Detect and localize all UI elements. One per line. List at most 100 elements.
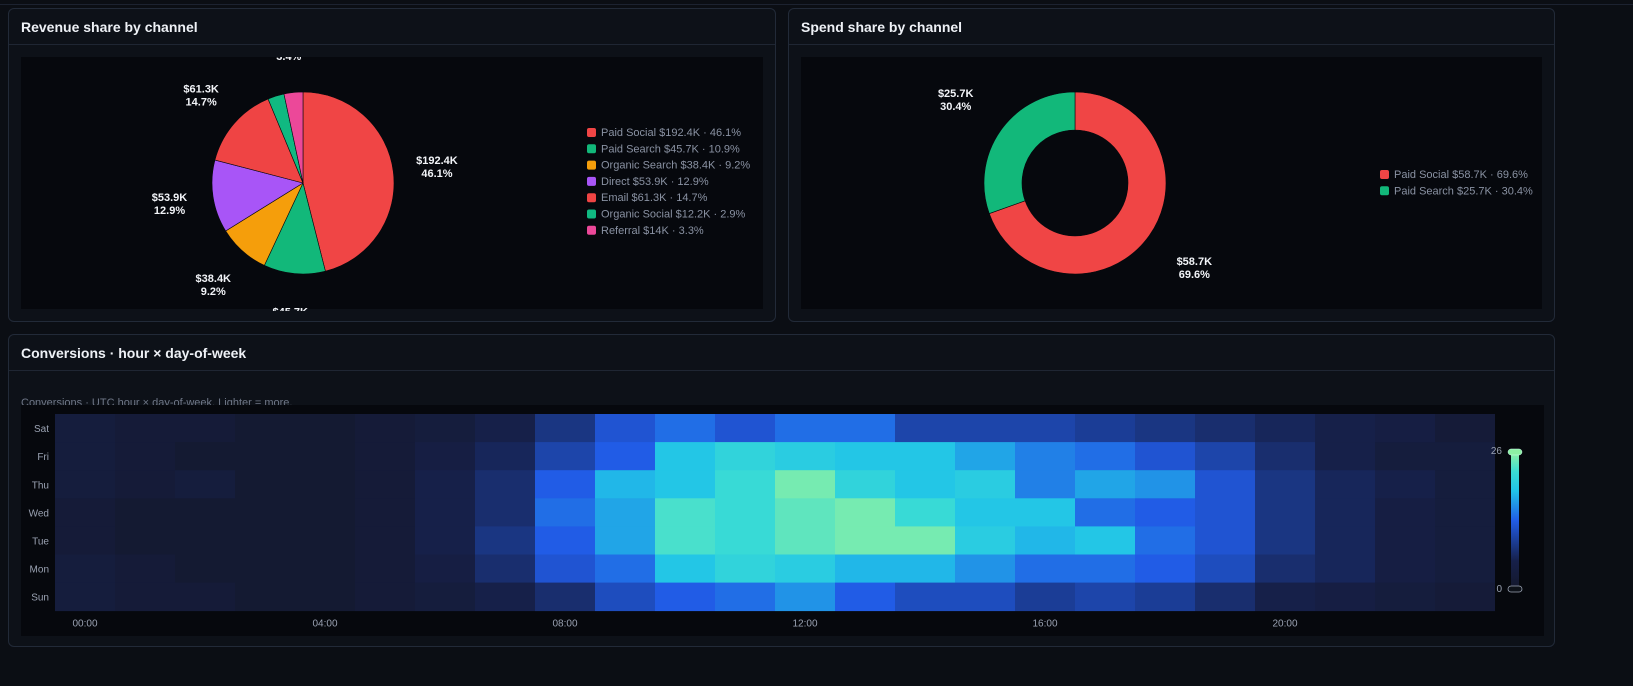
heatmap-cell-thu-h16[interactable] <box>1015 470 1075 499</box>
heatmap-cell-mon-h3[interactable] <box>235 554 295 584</box>
heatmap-cell-wed-h3[interactable] <box>235 498 295 527</box>
heatmap-cell-wed-h14[interactable] <box>895 498 955 527</box>
heatmap-cell-sat-h7[interactable] <box>475 414 535 443</box>
heatmap-cell-fri-h19[interactable] <box>1195 442 1255 471</box>
heatmap-cell-sat-h4[interactable] <box>295 414 355 443</box>
heatmap-cell-sat-h22[interactable] <box>1375 414 1435 443</box>
heatmap-cell-fri-h17[interactable] <box>1075 442 1135 471</box>
heatmap-cell-tue-h23[interactable] <box>1435 526 1495 555</box>
heatmap-cell-thu-h0[interactable] <box>55 470 115 499</box>
heatmap-cell-wed-h13[interactable] <box>835 498 895 527</box>
heatmap-cell-sun-h15[interactable] <box>955 582 1015 612</box>
heatmap-cell-fri-h6[interactable] <box>415 442 475 471</box>
heatmap-cell-thu-h21[interactable] <box>1315 470 1375 499</box>
heatmap-cell-wed-h17[interactable] <box>1075 498 1135 527</box>
heatmap-cell-sun-h12[interactable] <box>775 582 835 612</box>
heatmap-cell-sat-h13[interactable] <box>835 414 895 443</box>
heatmap-cell-wed-h21[interactable] <box>1315 498 1375 527</box>
heatmap-cell-sun-h3[interactable] <box>235 582 295 612</box>
heatmap-cell-sun-h0[interactable] <box>55 582 115 612</box>
heatmap-cell-tue-h19[interactable] <box>1195 526 1255 555</box>
heatmap-cell-sat-h15[interactable] <box>955 414 1015 443</box>
heatmap-cell-wed-h18[interactable] <box>1135 498 1195 527</box>
heatmap-cell-wed-h6[interactable] <box>415 498 475 527</box>
heatmap-cell-sun-h8[interactable] <box>535 582 595 612</box>
spend-legend-item-paid-social[interactable]: Paid Social $58.7K · 69.6% <box>1394 169 1528 181</box>
heatmap-cell-fri-h14[interactable] <box>895 442 955 471</box>
heatmap-cell-sun-h1[interactable] <box>115 582 175 612</box>
heatmap-cell-mon-h22[interactable] <box>1375 554 1435 584</box>
heatmap-cell-sun-h23[interactable] <box>1435 582 1495 612</box>
heatmap-cell-sun-h18[interactable] <box>1135 582 1195 612</box>
heatmap-cell-tue-h21[interactable] <box>1315 526 1375 555</box>
heatmap-cell-thu-h18[interactable] <box>1135 470 1195 499</box>
heatmap-cell-mon-h8[interactable] <box>535 554 595 584</box>
heatmap-cell-tue-h13[interactable] <box>835 526 895 555</box>
heatmap-cell-wed-h0[interactable] <box>55 498 115 527</box>
revenue-slice-referral[interactable] <box>283 91 304 184</box>
heatmap-cell-sat-h11[interactable] <box>715 414 775 443</box>
heatmap-cell-mon-h16[interactable] <box>1015 554 1075 584</box>
heatmap-cell-thu-h12[interactable] <box>775 470 835 499</box>
heatmap-cell-tue-h2[interactable] <box>175 526 235 555</box>
heatmap-cell-wed-h19[interactable] <box>1195 498 1255 527</box>
heatmap-cell-sun-h22[interactable] <box>1375 582 1435 612</box>
heatmap-cell-mon-h20[interactable] <box>1255 554 1315 584</box>
heatmap-cell-tue-h17[interactable] <box>1075 526 1135 555</box>
revenue-slice-paid-social[interactable] <box>302 91 395 272</box>
heatmap-cell-sun-h5[interactable] <box>355 582 415 612</box>
heatmap-cell-sun-h10[interactable] <box>655 582 715 612</box>
heatmap-cell-sun-h7[interactable] <box>475 582 535 612</box>
heatmap-cell-fri-h10[interactable] <box>655 442 715 471</box>
heatmap-cell-tue-h10[interactable] <box>655 526 715 555</box>
revenue-slice-email[interactable] <box>214 98 304 184</box>
heatmap-cell-mon-h9[interactable] <box>595 554 655 584</box>
spend-slice-paid-search[interactable] <box>983 91 1076 214</box>
heatmap-cell-tue-h9[interactable] <box>595 526 655 555</box>
heatmap-cell-tue-h0[interactable] <box>55 526 115 555</box>
heatmap-cell-sat-h6[interactable] <box>415 414 475 443</box>
heatmap-cell-sat-h18[interactable] <box>1135 414 1195 443</box>
spend-legend-item-paid-search[interactable]: Paid Search $25.7K · 30.4% <box>1394 185 1533 197</box>
heatmap-cell-wed-h5[interactable] <box>355 498 415 527</box>
heatmap-cell-sun-h9[interactable] <box>595 582 655 612</box>
heatmap-cell-sun-h13[interactable] <box>835 582 895 612</box>
heatmap-cell-thu-h7[interactable] <box>475 470 535 499</box>
heatmap-cell-fri-h16[interactable] <box>1015 442 1075 471</box>
heatmap-cell-mon-h7[interactable] <box>475 554 535 584</box>
heatmap-cell-thu-h13[interactable] <box>835 470 895 499</box>
heatmap-cell-sun-h11[interactable] <box>715 582 775 612</box>
heatmap-cell-mon-h2[interactable] <box>175 554 235 584</box>
heatmap-cell-tue-h16[interactable] <box>1015 526 1075 555</box>
heatmap-cell-tue-h3[interactable] <box>235 526 295 555</box>
heatmap-cell-thu-h6[interactable] <box>415 470 475 499</box>
heatmap-cell-mon-h1[interactable] <box>115 554 175 584</box>
heatmap-cell-thu-h3[interactable] <box>235 470 295 499</box>
heatmap-cell-thu-h11[interactable] <box>715 470 775 499</box>
heatmap-cell-sat-h14[interactable] <box>895 414 955 443</box>
heatmap-cell-fri-h22[interactable] <box>1375 442 1435 471</box>
heatmap-cell-thu-h8[interactable] <box>535 470 595 499</box>
heatmap-cell-sun-h17[interactable] <box>1075 582 1135 612</box>
heatmap-cell-sun-h4[interactable] <box>295 582 355 612</box>
revenue-legend-item-direct[interactable]: Direct $53.9K · 12.9% <box>601 176 709 188</box>
heatmap-cell-wed-h2[interactable] <box>175 498 235 527</box>
heatmap-cell-wed-h15[interactable] <box>955 498 1015 527</box>
heatmap-cell-mon-h0[interactable] <box>55 554 115 584</box>
heatmap-cell-fri-h21[interactable] <box>1315 442 1375 471</box>
heatmap-cell-wed-h10[interactable] <box>655 498 715 527</box>
heatmap-cell-mon-h19[interactable] <box>1195 554 1255 584</box>
heatmap-cell-tue-h12[interactable] <box>775 526 835 555</box>
heatmap-cell-sun-h2[interactable] <box>175 582 235 612</box>
heatmap-cell-sun-h6[interactable] <box>415 582 475 612</box>
heatmap-cell-thu-h2[interactable] <box>175 470 235 499</box>
heatmap-cell-sat-h12[interactable] <box>775 414 835 443</box>
heatmap-cell-sat-h21[interactable] <box>1315 414 1375 443</box>
heatmap-cell-wed-h11[interactable] <box>715 498 775 527</box>
heatmap-cell-sat-h23[interactable] <box>1435 414 1495 443</box>
heatmap-cell-wed-h20[interactable] <box>1255 498 1315 527</box>
heatmap-cell-mon-h18[interactable] <box>1135 554 1195 584</box>
heatmap-cell-sat-h3[interactable] <box>235 414 295 443</box>
heatmap-cell-thu-h20[interactable] <box>1255 470 1315 499</box>
heatmap-cell-fri-h15[interactable] <box>955 442 1015 471</box>
